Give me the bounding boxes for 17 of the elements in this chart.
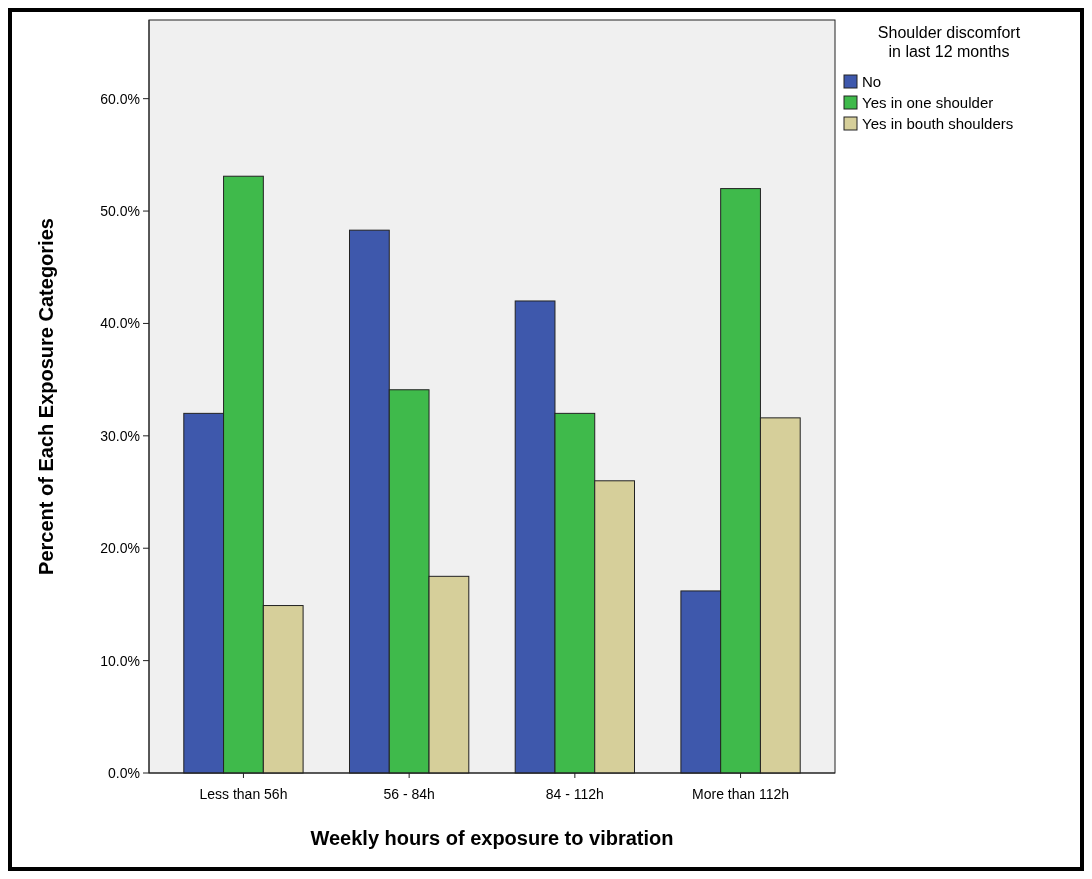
x-tick-label: More than 112h — [692, 786, 790, 802]
legend-label: Yes in one shoulder — [862, 94, 994, 112]
x-axis-title: Weekly hours of exposure to vibration — [310, 827, 674, 849]
y-tick-label: 0.0% — [108, 764, 140, 781]
legend-label: Yes in bouth shoulders — [862, 115, 1014, 133]
legend-label: No — [862, 73, 882, 91]
x-tick-label: 56 - 84h — [383, 786, 435, 802]
y-tick-label: 30.0% — [100, 427, 140, 444]
legend-title: Shoulder discomfort in last 12 months — [877, 24, 1021, 60]
y-tick-label: 10.0% — [100, 652, 140, 669]
y-tick-label: 60.0% — [100, 90, 140, 107]
x-tick-label: 84 - 112h — [545, 786, 604, 802]
y-axis-title: Percent of Each Exposure Categories — [35, 218, 57, 575]
x-tick-label: Less than 56h — [199, 786, 288, 802]
y-tick-label: 20.0% — [100, 540, 140, 557]
y-tick-label: 40.0% — [100, 315, 140, 332]
y-tick-label: 50.0% — [100, 202, 140, 219]
